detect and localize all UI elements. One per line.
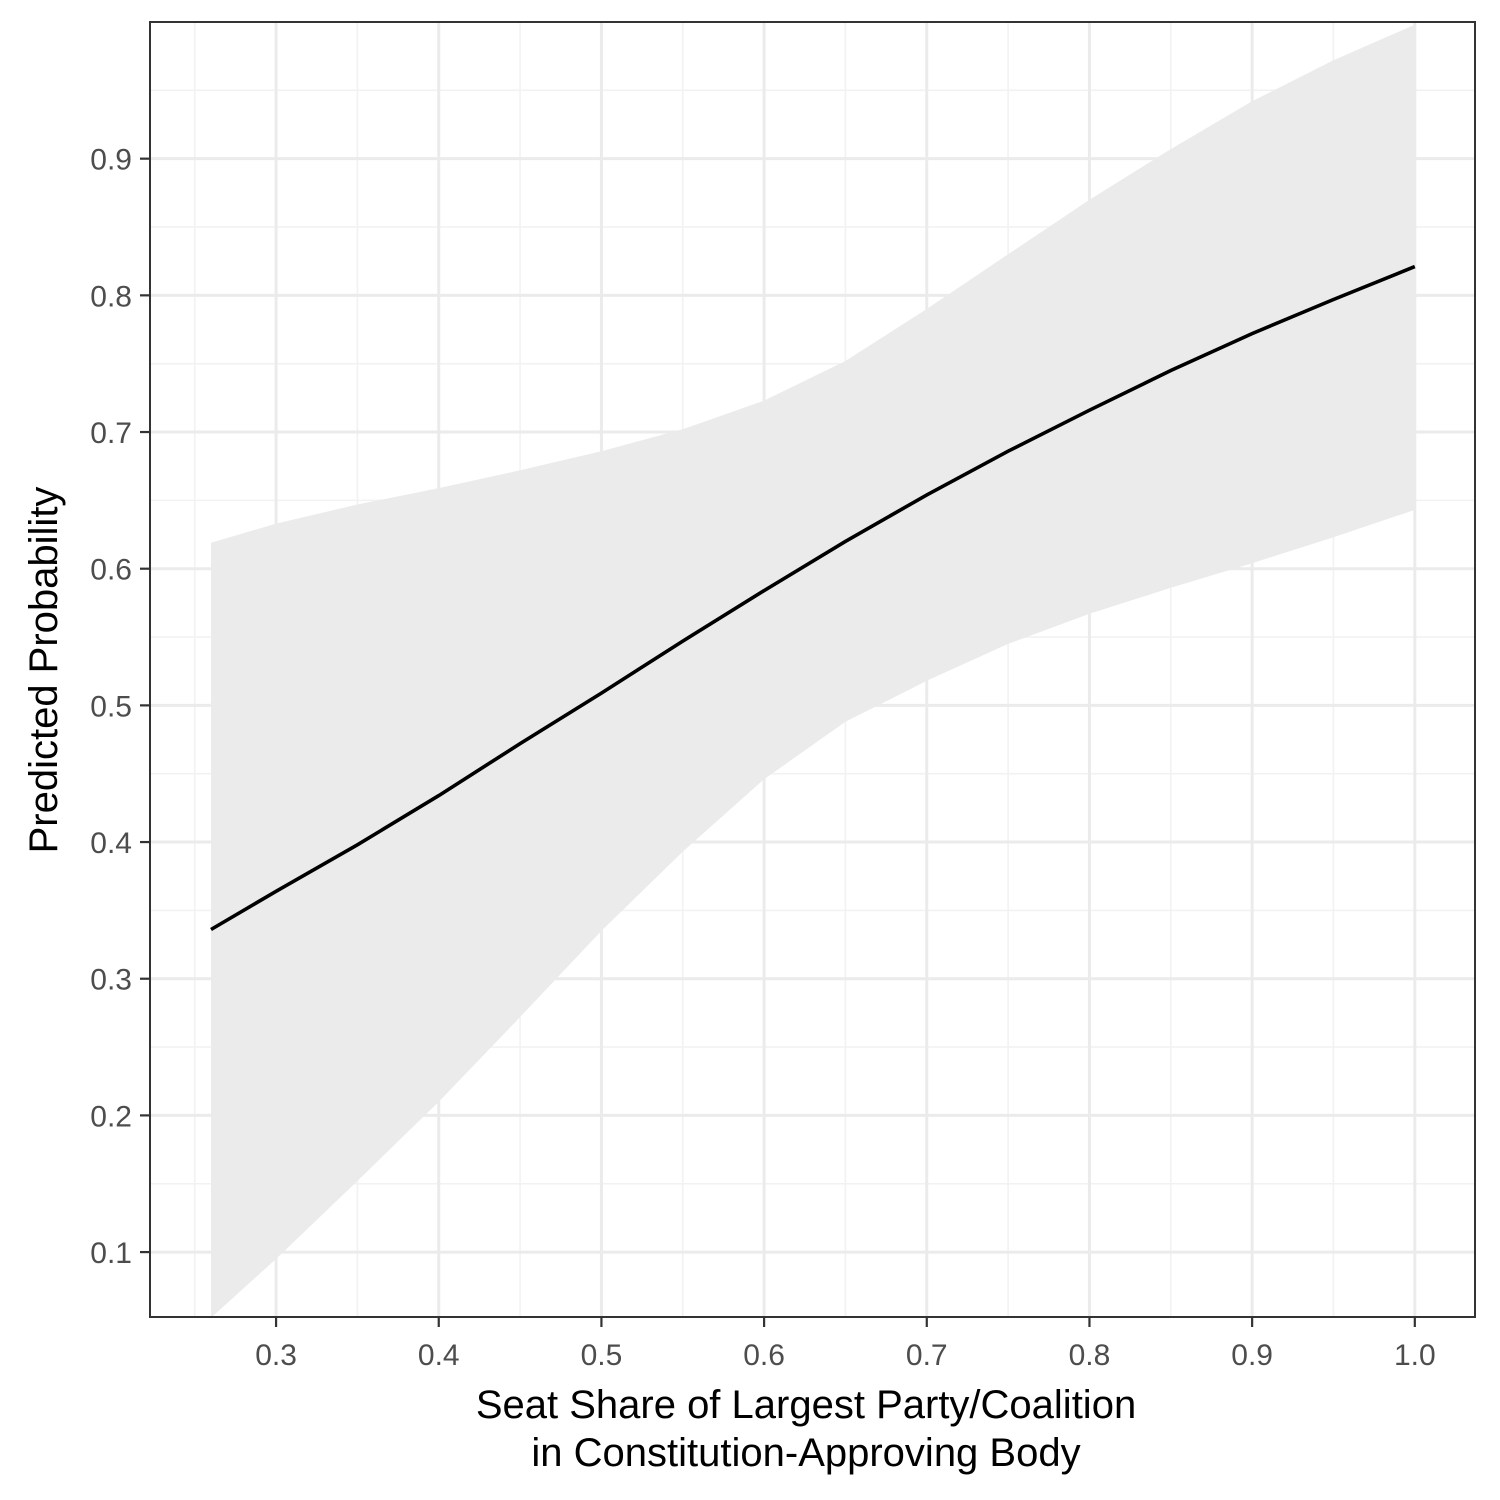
- y-tick-label: 0.7: [90, 417, 132, 450]
- x-tick-label: 0.9: [1231, 1339, 1273, 1372]
- y-tick-label: 0.8: [90, 280, 132, 313]
- y-tick-label: 0.6: [90, 554, 132, 587]
- x-axis-ticks: 0.3 0.4 0.5 0.6 0.7 0.8 0.9 1.0: [255, 1317, 1436, 1372]
- y-tick-label: 0.2: [90, 1100, 132, 1133]
- x-tick-label: 0.5: [581, 1339, 623, 1372]
- x-axis-title-line-2: in Constitution-Approving Body: [531, 1431, 1080, 1475]
- y-tick-label: 0.4: [90, 827, 132, 860]
- y-axis-ticks: 0.1 0.2 0.3 0.4 0.5 0.6 0.7 0.8 0.9: [90, 144, 150, 1270]
- y-tick-label: 0.9: [90, 144, 132, 177]
- y-tick-label: 0.3: [90, 964, 132, 997]
- panel-border: [149, 21, 1476, 1318]
- y-tick-label: 0.1: [90, 1237, 132, 1270]
- x-tick-label: 0.7: [906, 1339, 948, 1372]
- x-tick-label: 0.6: [743, 1339, 785, 1372]
- confidence-ribbon: [211, 24, 1415, 1318]
- x-tick-label: 1.0: [1394, 1339, 1436, 1372]
- x-tick-label: 0.4: [418, 1339, 460, 1372]
- y-axis-title: Predicted Probability: [22, 487, 66, 854]
- x-tick-label: 0.8: [1069, 1339, 1111, 1372]
- predicted-probability-line: [210, 264, 1416, 932]
- x-tick-label: 0.3: [255, 1339, 297, 1372]
- y-tick-label: 0.5: [90, 690, 132, 723]
- x-axis-title-line-1: Seat Share of Largest Party/Coalition: [476, 1383, 1136, 1427]
